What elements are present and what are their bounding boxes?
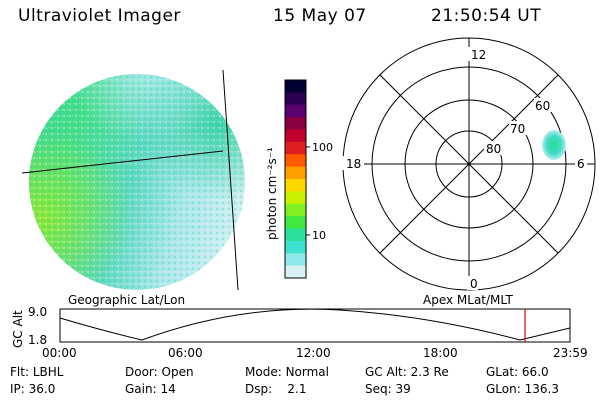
glon-info: GLon: 136.3 (486, 382, 559, 396)
dsp-info: Dsp: 2.1 (245, 382, 307, 396)
colorbar-band (285, 253, 306, 267)
instrument-title: Ultraviolet Imager (18, 6, 181, 26)
gc-alt-info: GC Alt: 2.3 Re (365, 365, 449, 379)
mlt-label-12: 12 (471, 48, 486, 62)
colorbar-band (285, 166, 306, 180)
ip-info: IP: 36.0 (10, 382, 56, 396)
altitude-axis-label: GC Alt (11, 310, 25, 348)
aurora-blob (542, 130, 566, 160)
mlat-label-60: 60 (535, 99, 550, 113)
polar-plot: 12 18 6 0 60 70 80 (342, 37, 596, 291)
colorbar-band (285, 117, 306, 130)
geographic-image (21, 69, 245, 291)
colorbar-tick-10: 10 (312, 229, 326, 242)
seq-info: Seq: 39 (365, 382, 411, 396)
mlat-label-70: 70 (510, 122, 525, 136)
altitude-ytick-max: 9.0 (28, 305, 47, 319)
apex-label: Apex MLat/MLT (423, 293, 513, 307)
colorbar-band (285, 265, 306, 279)
gain-info: Gain: 14 (125, 382, 176, 396)
colorbar-band (285, 129, 306, 143)
xtick-0600: 06:00 (168, 346, 203, 360)
altitude-curve (59, 308, 571, 341)
xtick-1800: 18:00 (423, 346, 458, 360)
colorbar-band (285, 141, 306, 155)
geographic-label: Geographic Lat/Lon (68, 293, 186, 307)
filter-info: Flt: LBHL (10, 365, 64, 379)
colorbar-band (285, 154, 306, 168)
xtick-1200: 12:00 (296, 346, 331, 360)
xtick-2359: 23:59 (553, 346, 588, 360)
colorbar-band (285, 92, 306, 106)
colorbar-band (285, 104, 306, 118)
altitude-ytick-min: 1.8 (28, 333, 47, 347)
mlt-label-18: 18 (346, 157, 361, 171)
mlt-label-6: 6 (577, 157, 585, 171)
altitude-plot: GC Alt 9.0 1.8 00:00 06:00 12:00 18:00 2… (11, 305, 588, 360)
time-label: 21:50:54 UT (431, 6, 542, 26)
colorbar-band (285, 179, 306, 192)
colorbar-band (285, 240, 306, 254)
door-info: Door: Open (125, 365, 194, 379)
colorbar-band (285, 191, 306, 205)
colorbar-band (285, 80, 306, 93)
mlat-label-80: 80 (486, 142, 501, 156)
latitude-line (21, 150, 224, 174)
xtick-0000: 00:00 (42, 346, 77, 360)
colorbar-unit-label: photon cm⁻²s⁻¹ (265, 147, 279, 240)
colorbar-band (285, 203, 306, 217)
date-label: 15 May 07 (273, 6, 367, 26)
mlt-label-0: 0 (470, 277, 478, 291)
colorbar: 100 10 photon cm⁻²s⁻¹ (265, 79, 333, 279)
colorbar-band (285, 228, 306, 242)
longitude-line (222, 69, 239, 291)
mode-info: Mode: Normal (245, 365, 329, 379)
colorbar-tick-100: 100 (312, 141, 333, 154)
glat-info: GLat: 66.0 (486, 365, 549, 379)
colorbar-band (285, 216, 306, 229)
